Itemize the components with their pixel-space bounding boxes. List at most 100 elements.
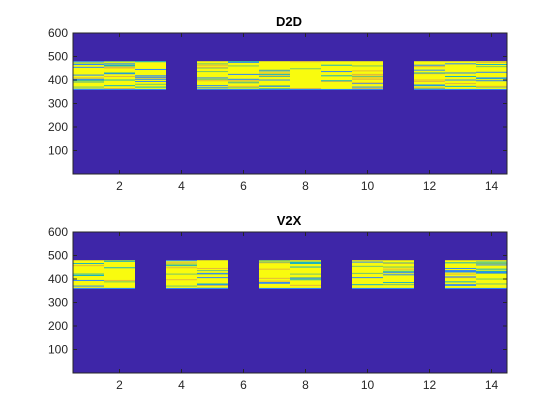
heatmap-cell-edge [352,287,383,289]
heatmap-cell [228,73,259,75]
heatmap-cell [73,78,104,80]
heatmap-cell-base [259,260,290,289]
heatmap-cell-base [290,61,321,90]
axes-v2x: V2X 2 4 6 8 10 12 14 100 200 300 400 500 600 [48,213,508,392]
heatmap-cell [104,61,135,63]
heatmap-cell [259,268,290,270]
heatmap-cell [73,263,104,265]
heatmap-cell [73,86,104,88]
heatmap-cell [104,279,135,281]
heatmap-cell [73,275,104,277]
x-tick-label: 6 [240,179,247,193]
y-tick-label: 100 [48,144,68,158]
heatmap-cell-edge [73,287,104,289]
y-tick-label: 300 [48,296,68,310]
heatmap-column-v2x-10 [352,260,383,289]
heatmap-cell [414,84,445,86]
heatmap-cell [104,260,135,262]
heatmap-cell [383,270,414,272]
heatmap-cell [228,80,259,82]
y-tick-label: 400 [48,272,68,286]
heatmap-cell [352,277,383,279]
heatmap-cell [228,61,259,63]
heatmap-cell [259,282,290,284]
heatmap-cell [135,83,166,85]
heatmap-column-d2d-7 [259,61,290,90]
heatmap-cell [290,266,321,268]
heatmap-cell [259,262,290,264]
heatmap-cell [352,70,383,72]
heatmap-cell [166,262,197,264]
heatmap-cell [383,274,414,276]
heatmap-cell [228,87,259,89]
heatmap-cell [73,64,104,66]
heatmap-cell [414,79,445,81]
heatmap-cell [135,78,166,80]
x-tick-label: 10 [361,179,375,193]
heatmap-column-v2x-13 [445,260,476,289]
heatmap-cell [290,277,321,279]
heatmap-cell [414,85,445,87]
heatmap-cell [290,87,321,89]
heatmap-cell [259,87,290,89]
heatmap-cell [383,268,414,270]
y-tick-label: 200 [48,319,68,333]
heatmap-cell [352,261,383,263]
heatmap-cell [445,284,476,286]
heatmap-cell [414,69,445,71]
heatmap-cell [104,65,135,67]
heatmap-cell [445,267,476,269]
heatmap-cell-edge [166,287,197,289]
heatmap-cell [104,87,135,89]
heatmap-cell-edge [383,287,414,289]
heatmap-column-d2d-2 [104,61,135,90]
y-tick-label: 600 [48,26,68,40]
heatmap-column-v2x-7 [259,260,290,289]
heatmap-cell [414,72,445,74]
x-tick-label: 4 [178,378,185,392]
heatmap-cell [259,76,290,78]
heatmap-cell [290,61,321,63]
heatmap-cell [383,262,414,264]
axes-frame-d2d [72,32,508,175]
heatmap-cell-edge [259,287,290,289]
heatmap-cell [383,272,414,274]
x-tick-label: 10 [361,378,375,392]
heatmap-cell [197,80,228,82]
heatmap-cell-edge [73,88,104,90]
heatmap-cell-edge [104,287,135,289]
heatmap-cell [476,85,507,87]
heatmap-column-d2d-9 [321,61,352,90]
heatmap-column-d2d-5 [197,61,228,90]
heatmap-cell [445,271,476,273]
heatmap-cell [352,77,383,79]
heatmap-cell [73,279,104,281]
heatmap-cell [259,72,290,74]
heatmap-cell [259,70,290,72]
heatmap-cell [445,273,476,275]
heatmap-cell [476,80,507,82]
heatmap-cell [73,273,104,275]
heatmap-cell [73,77,104,79]
heatmap-column-v2x-1 [73,260,104,289]
heatmap-cell [321,75,352,77]
heatmap-column-d2d-13 [445,61,476,90]
heatmap-cell [135,86,166,88]
heatmap-cell [476,283,507,285]
heatmap-cell [290,284,321,286]
heatmap-cell [290,261,321,263]
heatmap-cell-edge [476,88,507,90]
heatmap-cell [259,260,290,262]
heatmap-cell [290,273,321,275]
x-tick-label: 14 [485,179,499,193]
heatmap-cell [476,272,507,274]
heatmap-column-d2d-3 [135,61,166,90]
heatmap-cell [259,280,290,282]
heatmap-column-v2x-2 [104,260,135,289]
heatmap-column-d2d-14 [476,61,507,90]
heatmap-cell [290,68,321,70]
heatmap-cell-base [197,61,228,90]
heatmap-cell [414,87,445,89]
heatmap-cell [476,64,507,66]
